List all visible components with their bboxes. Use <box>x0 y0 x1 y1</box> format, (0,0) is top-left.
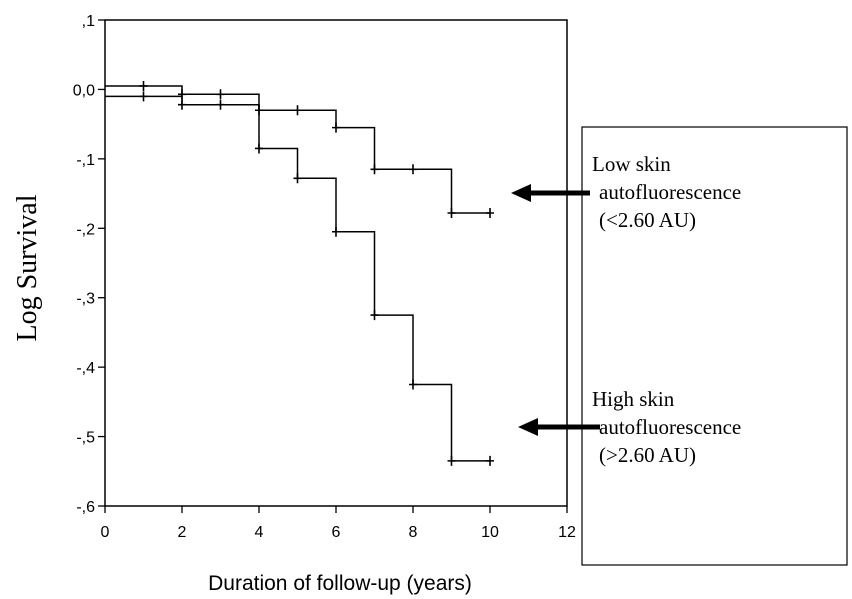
censor-mark <box>370 164 379 175</box>
censor-mark <box>139 80 148 91</box>
censor-mark <box>447 208 456 219</box>
censor-mark <box>447 455 456 466</box>
censor-mark <box>293 105 302 116</box>
x-axis-label: Duration of follow-up (years) <box>208 572 472 595</box>
annotation-text: High skin <box>592 387 675 411</box>
y-tick-label: -,3 <box>76 291 95 308</box>
x-tick-label: 2 <box>178 524 187 541</box>
annotation-text: autofluorescence <box>599 415 741 439</box>
series-layer <box>105 80 494 466</box>
x-tick-label: 4 <box>255 524 264 541</box>
censor-mark <box>255 105 263 116</box>
y-tick-label: ,1 <box>82 13 95 30</box>
censor-mark <box>332 122 340 133</box>
annotation-text: Low skin <box>592 152 671 176</box>
censor-mark <box>293 173 302 184</box>
censor-mark <box>332 226 340 237</box>
annotation-text: (>2.60 AU) <box>599 443 696 467</box>
y-tick-label: 0,0 <box>73 82 95 99</box>
y-tick-label: -,4 <box>76 360 95 377</box>
annotation-text: (<2.60 AU) <box>599 208 696 232</box>
y-axis-label: Log Survival <box>12 194 43 341</box>
y-tick-label: -,6 <box>76 499 95 516</box>
x-tick-label: 10 <box>481 524 499 541</box>
censor-mark <box>486 455 494 466</box>
annotation-arrow-head <box>518 418 538 436</box>
annotation-arrow-head <box>511 184 531 202</box>
axis-ticks: ,1 0,0 -,1 -,2 -,3 -,4 -,5 -,6 0 2 4 6 8 10 12 <box>73 13 576 541</box>
x-tick-label: 6 <box>332 524 341 541</box>
annotation-box <box>581 126 848 566</box>
censor-mark <box>139 91 148 102</box>
censor-mark <box>486 208 494 219</box>
y-tick-label: -,2 <box>76 221 95 238</box>
annotations: Low skin autofluorescence (<2.60 AU) High s… <box>511 152 741 467</box>
x-tick-label: 12 <box>558 524 576 541</box>
y-tick-label: -,5 <box>76 430 95 447</box>
x-tick-label: 0 <box>101 524 110 541</box>
annotation-text: autofluorescence <box>599 180 741 204</box>
censor-mark <box>255 143 263 154</box>
censor-mark <box>216 99 225 110</box>
censor-mark <box>216 89 225 100</box>
y-tick-label: -,1 <box>76 152 95 169</box>
censor-mark <box>409 379 417 390</box>
x-tick-label: 8 <box>409 524 418 541</box>
censor-mark <box>370 310 379 321</box>
censor-mark <box>178 99 186 110</box>
censor-mark <box>409 164 417 175</box>
